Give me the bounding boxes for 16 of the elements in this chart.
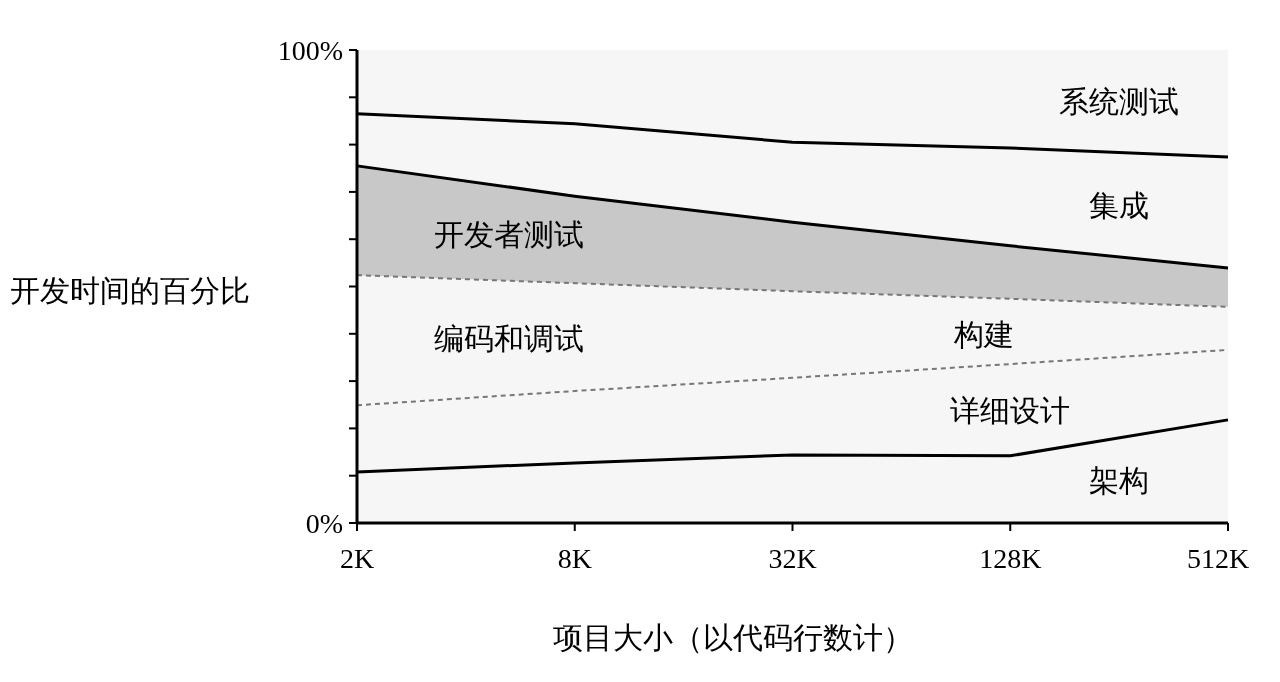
- series-label: 开发者测试: [434, 216, 585, 252]
- series-label: 架构: [1089, 463, 1150, 499]
- x-tick-label: 2K: [339, 543, 375, 574]
- y-tick-label: 100%: [277, 35, 343, 66]
- y-axis-title: 开发时间的百分比: [10, 272, 250, 308]
- x-tick-label: 32K: [768, 543, 817, 574]
- series-label: 系统测试: [1059, 84, 1180, 120]
- annotation: 构建: [953, 316, 1015, 352]
- series-label: 集成: [1089, 187, 1150, 223]
- x-tick-label: 512K: [1186, 543, 1250, 574]
- series-label: 编码和调试: [434, 321, 585, 357]
- x-axis-title: 项目大小（以代码行数计）: [552, 620, 913, 655]
- x-tick-label: 8K: [557, 543, 592, 574]
- series-label: 详细设计: [950, 392, 1071, 428]
- y-tick-label: 0%: [305, 508, 343, 539]
- x-tick-label: 128K: [979, 543, 1042, 574]
